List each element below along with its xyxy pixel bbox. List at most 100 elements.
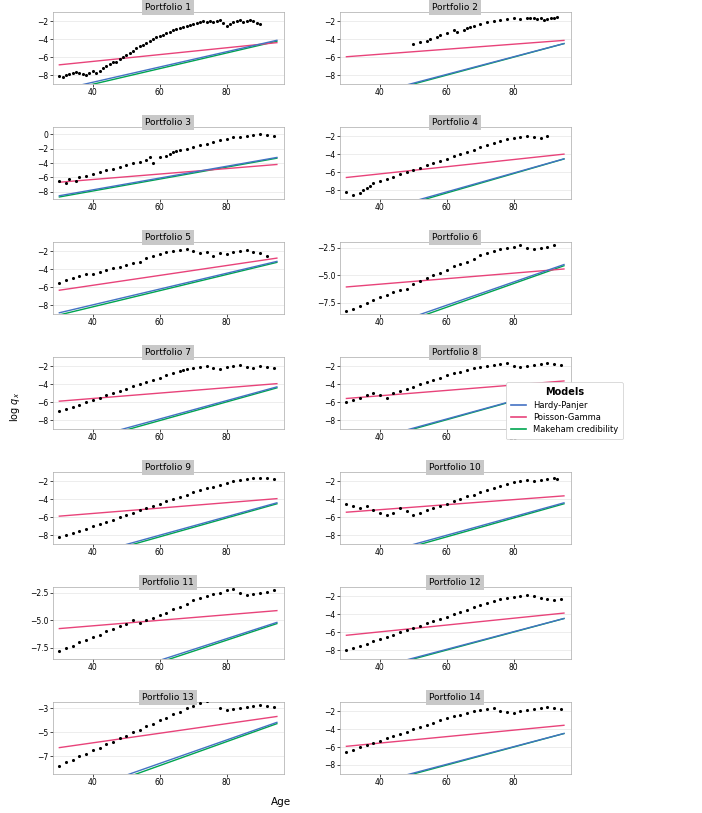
Point xyxy=(261,249,272,262)
Point xyxy=(114,732,125,745)
Point xyxy=(461,603,472,616)
Point xyxy=(181,142,192,155)
Point xyxy=(395,502,406,515)
Point xyxy=(74,171,85,184)
Point xyxy=(201,694,212,707)
Point xyxy=(164,148,176,161)
Point xyxy=(107,387,119,400)
Point xyxy=(60,755,72,768)
Point xyxy=(528,12,539,25)
Point xyxy=(548,239,559,252)
Point xyxy=(194,246,206,259)
Point xyxy=(414,161,425,174)
Point xyxy=(198,15,209,28)
Point xyxy=(368,503,379,516)
Point xyxy=(421,159,432,172)
Point xyxy=(475,598,486,611)
Point xyxy=(208,249,219,262)
Point xyxy=(171,145,182,158)
Point xyxy=(451,25,463,38)
Point xyxy=(87,167,98,180)
Point xyxy=(468,705,479,718)
Point xyxy=(84,67,95,80)
Point xyxy=(241,589,253,602)
Point xyxy=(261,585,272,598)
Point xyxy=(134,503,145,516)
Point xyxy=(187,485,199,498)
Point xyxy=(428,373,439,386)
Point xyxy=(174,601,185,614)
Point xyxy=(435,267,446,280)
Point xyxy=(515,705,526,718)
Point xyxy=(234,586,246,599)
Point xyxy=(114,160,125,173)
Point xyxy=(435,154,446,167)
Point xyxy=(174,705,185,718)
Point xyxy=(395,385,406,398)
Point xyxy=(107,262,119,275)
Point xyxy=(201,15,212,28)
Point xyxy=(482,359,493,372)
Point xyxy=(114,511,125,524)
Point xyxy=(161,246,172,259)
Point xyxy=(261,360,272,373)
Point xyxy=(91,67,102,80)
Title: Portfolio 4: Portfolio 4 xyxy=(432,118,478,127)
Point xyxy=(538,14,550,27)
Point xyxy=(268,129,279,142)
Point xyxy=(201,137,212,150)
Point xyxy=(194,484,206,497)
Point xyxy=(187,17,199,30)
Point xyxy=(381,289,392,302)
Point xyxy=(355,741,366,754)
Point xyxy=(161,150,172,163)
Point xyxy=(340,185,352,198)
Point xyxy=(421,376,432,389)
Point xyxy=(414,274,425,287)
Point xyxy=(395,167,406,180)
Point xyxy=(94,265,105,278)
Point xyxy=(368,293,379,307)
Point xyxy=(127,45,138,58)
Point xyxy=(107,623,119,636)
Point xyxy=(168,146,179,159)
Point xyxy=(548,593,559,606)
Point xyxy=(340,644,352,657)
Point xyxy=(461,706,472,720)
Point xyxy=(401,624,412,637)
Point xyxy=(154,497,166,510)
Title: Portfolio 6: Portfolio 6 xyxy=(432,233,478,242)
Point xyxy=(361,500,372,513)
Point xyxy=(74,67,85,80)
Point xyxy=(94,64,105,77)
Point xyxy=(528,475,539,488)
Point xyxy=(187,362,199,375)
Point xyxy=(261,128,272,141)
Point xyxy=(388,170,399,183)
Point xyxy=(248,587,259,600)
Title: Portfolio 13: Portfolio 13 xyxy=(143,693,194,702)
Point xyxy=(395,283,406,296)
Point xyxy=(548,702,559,715)
Point xyxy=(114,261,125,274)
Point xyxy=(168,367,179,380)
Point xyxy=(401,282,412,295)
Point xyxy=(201,482,212,495)
Point xyxy=(361,637,372,650)
Point xyxy=(442,368,453,381)
Point xyxy=(127,380,138,393)
Point xyxy=(261,699,272,712)
Point xyxy=(100,389,112,402)
Point xyxy=(461,255,472,268)
Point xyxy=(81,747,92,760)
Point xyxy=(428,716,439,729)
Point xyxy=(157,28,168,41)
Point xyxy=(455,493,466,506)
Point xyxy=(255,586,266,599)
Point xyxy=(522,241,533,254)
Point xyxy=(555,593,567,606)
Point xyxy=(501,357,512,370)
Point xyxy=(361,297,372,310)
Point xyxy=(340,745,352,758)
Point xyxy=(74,750,85,763)
